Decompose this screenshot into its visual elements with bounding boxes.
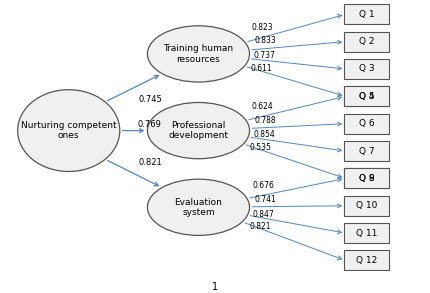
FancyBboxPatch shape (343, 168, 388, 188)
Text: 0.535: 0.535 (249, 143, 271, 152)
Ellipse shape (147, 26, 249, 82)
Text: 0.676: 0.676 (252, 181, 274, 190)
Text: Q 10: Q 10 (355, 201, 376, 210)
FancyBboxPatch shape (343, 86, 388, 106)
Text: 0.821: 0.821 (249, 222, 270, 231)
FancyBboxPatch shape (343, 32, 388, 52)
Text: Q 6: Q 6 (358, 119, 374, 128)
Text: 0.788: 0.788 (254, 116, 275, 125)
Text: 0.847: 0.847 (252, 209, 274, 219)
Text: Q 1: Q 1 (358, 10, 374, 19)
FancyBboxPatch shape (343, 223, 388, 243)
FancyBboxPatch shape (343, 141, 388, 161)
Text: 0.624: 0.624 (252, 102, 273, 111)
Text: 0.611: 0.611 (250, 64, 272, 73)
Text: Q 11: Q 11 (355, 229, 376, 238)
Text: Q 3: Q 3 (358, 64, 374, 74)
FancyBboxPatch shape (343, 4, 388, 24)
Text: Professional
development: Professional development (168, 121, 228, 140)
Text: Q 2: Q 2 (358, 37, 373, 46)
Text: Q 8: Q 8 (358, 174, 374, 183)
Ellipse shape (147, 179, 249, 235)
Text: Q 12: Q 12 (355, 256, 376, 265)
Text: 0.745: 0.745 (138, 95, 162, 104)
Text: Q 4: Q 4 (358, 92, 373, 101)
Text: 0.823: 0.823 (251, 23, 272, 32)
FancyBboxPatch shape (343, 251, 388, 270)
FancyBboxPatch shape (343, 86, 388, 106)
Text: 0.769: 0.769 (137, 120, 161, 129)
FancyBboxPatch shape (343, 196, 388, 216)
Text: 0.737: 0.737 (253, 51, 275, 60)
Text: 0.854: 0.854 (253, 130, 275, 139)
Text: 0.821: 0.821 (138, 158, 162, 166)
Text: Nurturing competent
ones: Nurturing competent ones (21, 121, 116, 140)
FancyBboxPatch shape (343, 59, 388, 79)
Ellipse shape (147, 103, 249, 159)
Text: 0.741: 0.741 (254, 195, 276, 205)
Text: 0.833: 0.833 (253, 36, 275, 45)
FancyBboxPatch shape (343, 168, 388, 188)
Text: 1: 1 (212, 282, 218, 292)
Ellipse shape (18, 90, 120, 171)
Text: Evaluation
system: Evaluation system (174, 197, 222, 217)
Text: Q 5: Q 5 (358, 92, 374, 101)
Text: Training human
resources: Training human resources (163, 44, 233, 64)
Text: Q 9: Q 9 (358, 174, 374, 183)
Text: Q 7: Q 7 (358, 146, 374, 156)
FancyBboxPatch shape (343, 114, 388, 134)
